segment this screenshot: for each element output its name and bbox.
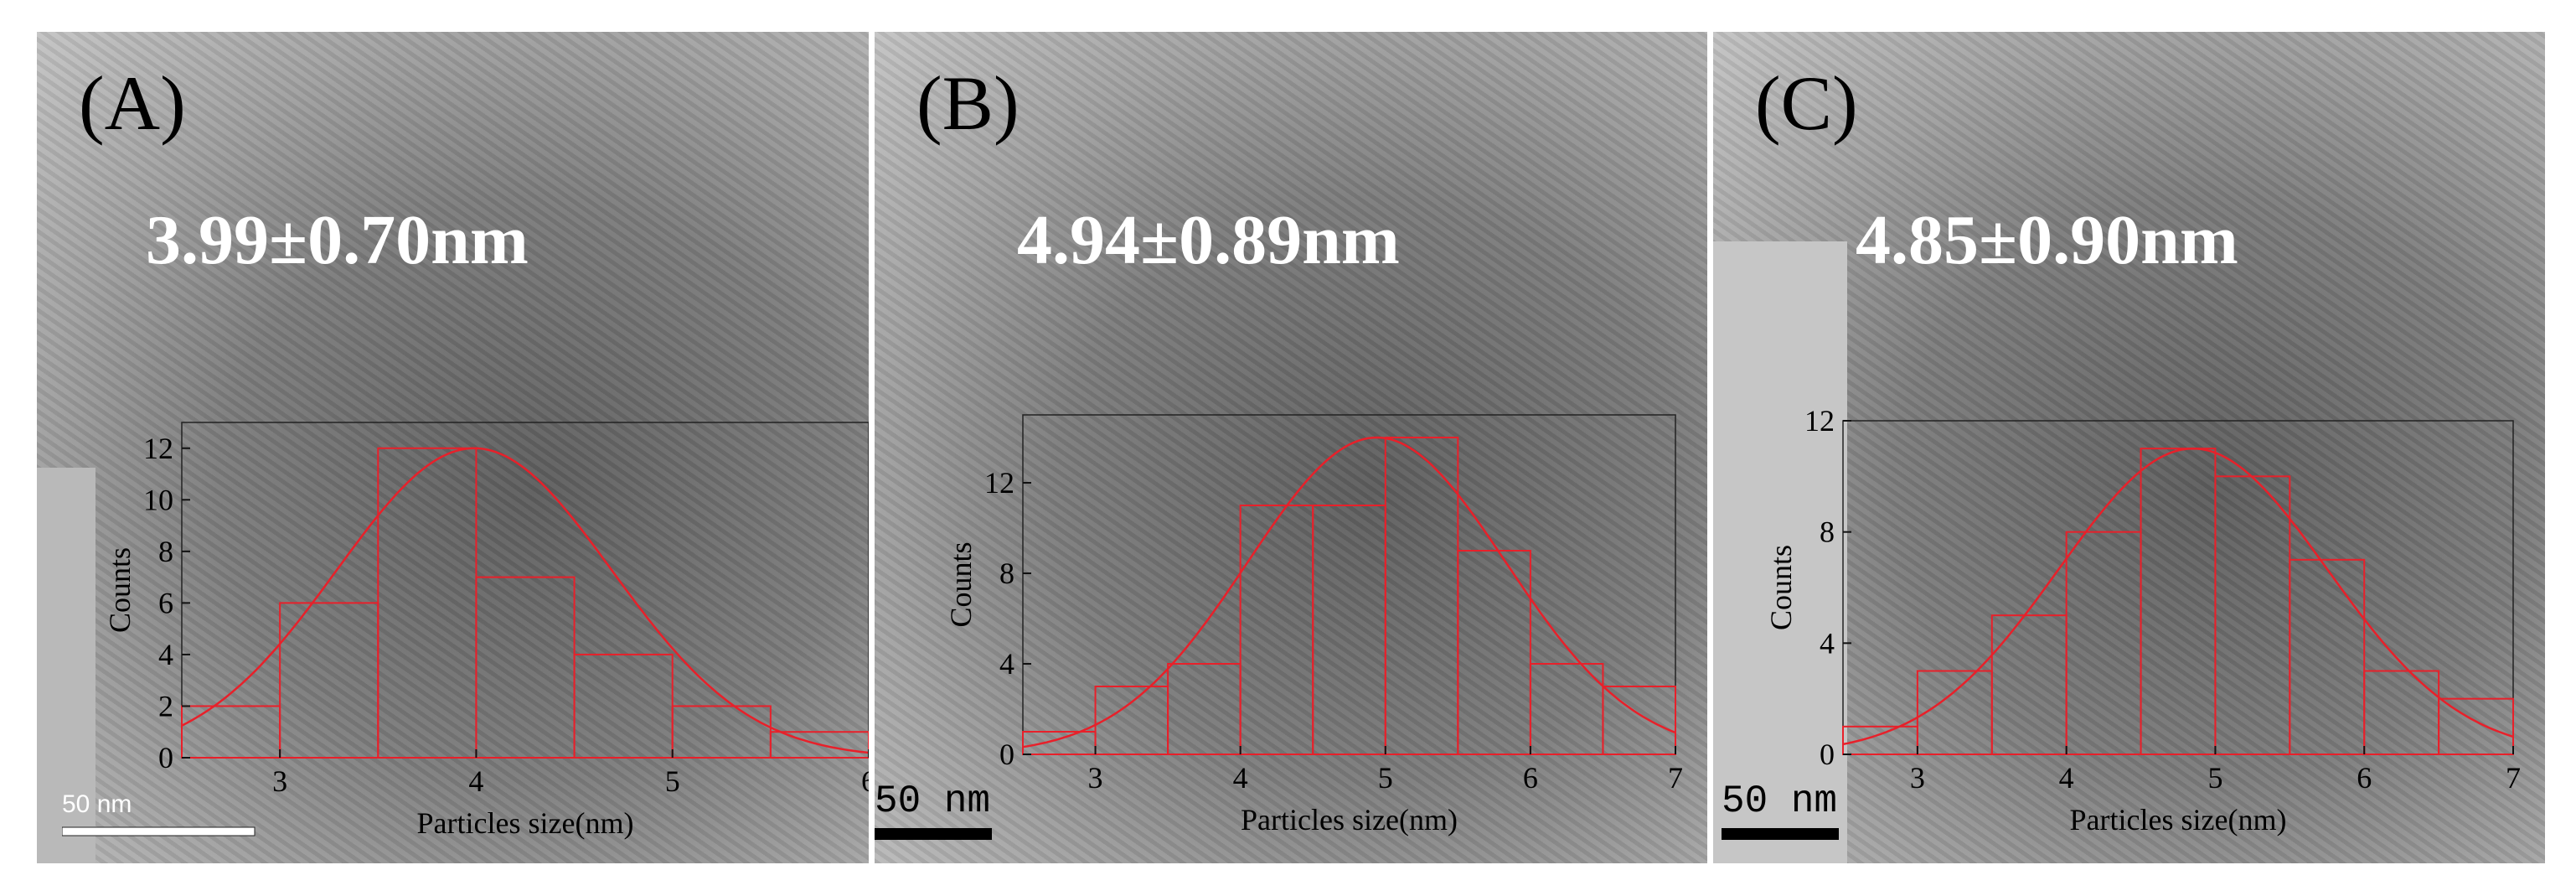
y-tick-label: 2 [158,689,173,722]
scale-bar [62,826,256,836]
x-tick-label: 3 [272,764,287,798]
x-tick-label: 5 [1378,761,1393,795]
x-axis-title: Particles size(nm) [1241,803,1458,836]
x-tick-label: 4 [2059,761,2074,795]
y-tick-label: 12 [984,466,1014,500]
histogram-bar [671,705,772,759]
scale-bar [875,828,992,840]
gaussian-fit-curve [181,447,869,754]
y-axis-title: Counts [944,541,978,627]
panel-label: (C) [1755,60,1858,146]
x-tick-label: 6 [861,764,869,798]
tem-panel-c: (C) 4.85±0.90nm 50 nm 3 4 5 6 7 0 4 8 12 Particle… [1713,32,2545,863]
x-tick-label: 7 [2506,761,2521,795]
plot-frame [1842,420,2514,755]
y-tick-label: 4 [1820,626,1835,660]
histogram-bar [1457,550,1531,755]
histogram-bar [181,705,281,759]
histogram-bar [2289,558,2366,755]
panel-label: (B) [916,60,1020,146]
y-tick-label: 0 [1820,738,1835,771]
x-axis-title: Particles size(nm) [2070,803,2287,836]
x-tick-label: 5 [665,764,680,798]
histogram-bar [1529,663,1604,755]
histogram-bar [573,653,674,759]
panel-label: (A) [79,60,186,146]
tem-panel-b: (B) 4.94±0.89nm 50 nm 3 4 5 6 7 0 4 8 12 Particle… [875,32,1707,863]
size-stat: 4.85±0.90nm [1856,201,2238,279]
background-region [1713,241,1847,863]
scale-bar-label: 50 nm [62,790,132,818]
histogram-bar [1312,505,1386,755]
gaussian-fit-curve [1842,447,2514,746]
histogram-bar [1916,670,1993,755]
x-tick-label: 3 [1910,761,1925,795]
y-tick-label: 4 [158,638,173,671]
plot-frame [181,422,869,759]
y-tick-label: 12 [1804,404,1835,438]
histogram-bar [1094,686,1169,755]
histogram-bar [1384,437,1459,755]
histogram-bar [2363,670,2440,755]
x-tick-label: 3 [1088,761,1103,795]
x-tick-label: 7 [1668,761,1683,795]
histogram-bar [1990,614,2068,756]
histogram-chart-c: 3 4 5 6 7 0 4 8 12 Particles size(nm) Counts [1764,404,2521,836]
histogram-bar [475,576,576,759]
y-tick-label: 8 [158,535,173,568]
y-tick-label: 8 [1820,515,1835,549]
x-tick-label: 4 [468,764,483,798]
y-tick-label: 0 [999,738,1014,771]
y-tick-label: 10 [143,483,173,516]
histogram-chart-a: 3 4 5 6 0 2 4 6 8 10 12 Particles size(nm) Counts [103,422,869,840]
y-tick-label: 12 [143,432,173,465]
y-tick-label: 6 [158,586,173,619]
scale-bar-label: 50 nm [1722,779,1838,823]
histogram-bar [2214,475,2291,755]
y-axis-title: Counts [1764,545,1798,630]
y-axis-title: Counts [103,547,137,633]
histogram-bar [1602,686,1677,755]
histogram-bar [1022,731,1097,755]
scale-bar [1722,828,1839,840]
histogram-bar [2140,448,2217,755]
histogram-bar [1167,663,1242,755]
x-tick-label: 6 [2357,761,2372,795]
histogram-bar [1842,725,1918,755]
histogram-bar [377,447,478,759]
histogram-bar [2438,697,2514,756]
y-tick-label: 4 [999,647,1014,681]
plot-frame [1022,414,1676,755]
background-region [37,468,96,863]
y-tick-label: 8 [999,557,1014,590]
x-axis-title: Particles size(nm) [417,806,634,840]
scale-bar-label: 50 nm [875,779,991,823]
size-stat: 4.94±0.89nm [1017,201,1400,279]
x-tick-label: 4 [1233,761,1248,795]
histogram-bar [2065,531,2142,756]
x-tick-label: 6 [1523,761,1538,795]
histogram-chart-b: 3 4 5 6 7 0 4 8 12 Particles size(nm) Counts [944,414,1683,836]
y-tick-label: 0 [158,741,173,774]
gaussian-fit-curve [1022,436,1676,748]
size-stat: 3.99±0.70nm [146,201,529,279]
tem-panel-a: (A) 3.99±0.70nm 50 nm 3 4 5 6 0 2 4 6 8 10 12 Parti… [37,32,869,863]
histogram-bar [1239,505,1314,755]
x-tick-label: 5 [2207,761,2222,795]
